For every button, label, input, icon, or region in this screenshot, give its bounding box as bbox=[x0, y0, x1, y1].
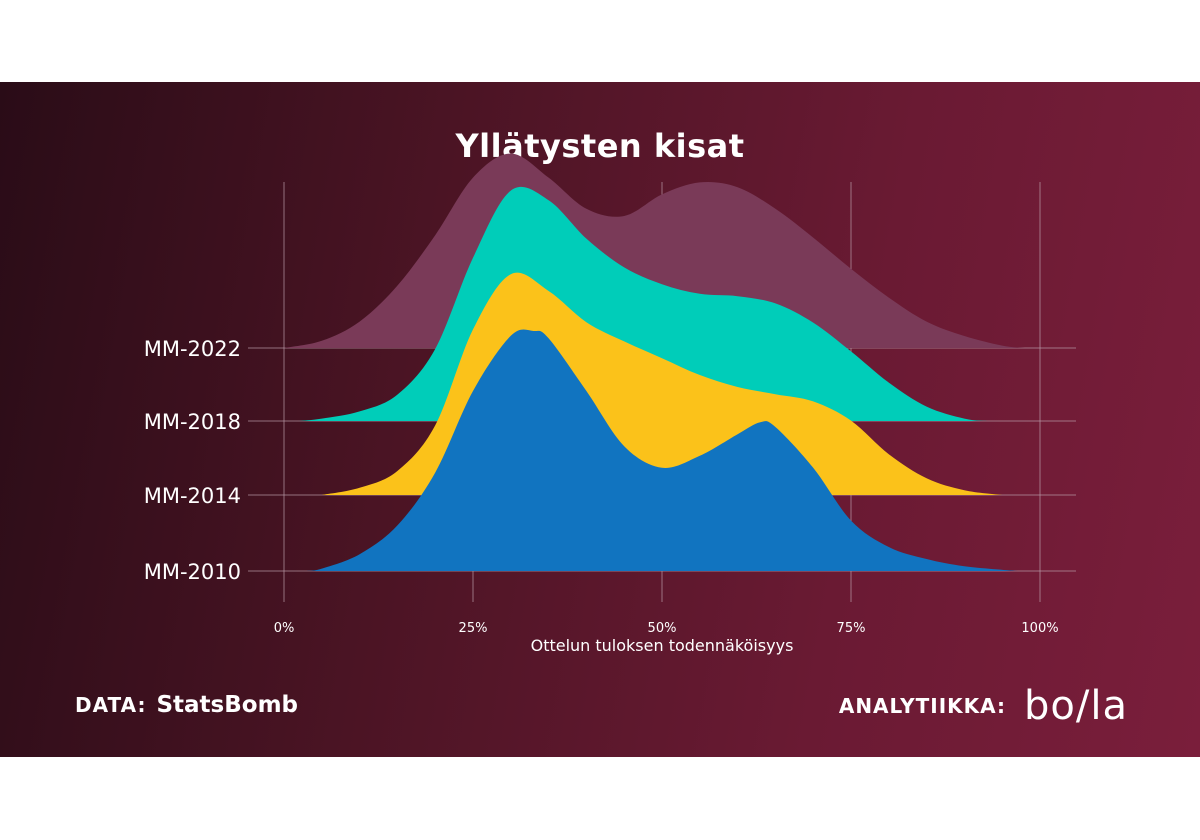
statsbomb-logo: StatsBomb bbox=[156, 692, 298, 718]
analytics-credit: ANALYTIIKKA: bo/la bbox=[839, 686, 1128, 726]
y-tick-label: MM-2018 bbox=[144, 410, 241, 434]
density-mm-2010 bbox=[306, 329, 1018, 571]
y-tick-label: MM-2014 bbox=[144, 484, 241, 508]
x-tick-label: 75% bbox=[837, 621, 866, 636]
x-tick-label: 50% bbox=[648, 621, 677, 636]
ridgeline-chart: MM-2022 MM-2018 MM-2014 MM-2010 0% 25% 50% 75% 1… bbox=[144, 153, 1076, 655]
data-source: DATA: StatsBomb bbox=[75, 692, 298, 718]
chart-panel: Yllätysten kisat MM-2022 MM-2018 MM-2014 MM… bbox=[0, 82, 1200, 757]
y-tick-label: MM-2022 bbox=[144, 337, 241, 361]
y-tick-label: MM-2010 bbox=[144, 560, 241, 584]
x-tick-label: 0% bbox=[274, 621, 295, 636]
analytics-label: ANALYTIIKKA: bbox=[838, 694, 1007, 718]
data-source-label: DATA: bbox=[75, 693, 147, 717]
x-axis-label: Ottelun tuloksen todennäköisyys bbox=[531, 636, 794, 655]
x-tick-label: 25% bbox=[459, 621, 488, 636]
bolla-logo: bo/la bbox=[1024, 683, 1128, 729]
x-tick-label: 100% bbox=[1021, 621, 1058, 636]
